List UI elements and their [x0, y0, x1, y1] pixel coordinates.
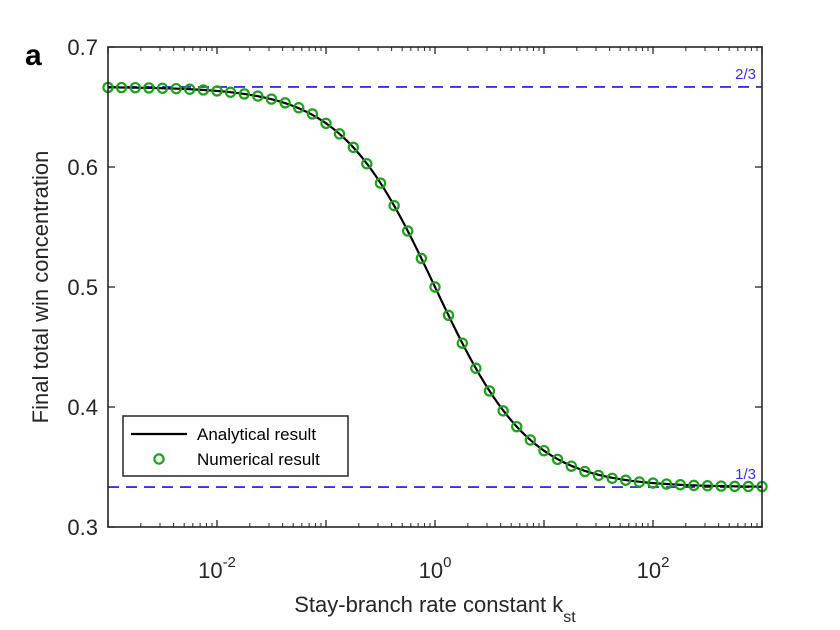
- numerical-result-point: [660, 478, 673, 490]
- numerical-result-point: [184, 83, 196, 95]
- numerical-result-point: [252, 90, 264, 102]
- numerical-result-point: [442, 309, 455, 322]
- numerical-result-point: [715, 480, 727, 492]
- legend-numerical-swatch: [153, 453, 165, 465]
- numerical-result-point: [156, 82, 169, 94]
- plot-area: 2/3 1/3: [102, 66, 768, 493]
- numerical-result-point: [129, 81, 141, 94]
- x-tick-label-exponent: -2: [223, 554, 236, 571]
- x-tick-label: 102: [637, 554, 670, 583]
- numerical-result-point: [238, 88, 250, 100]
- numerical-result-point: [374, 177, 387, 189]
- numerical-result-point: [402, 225, 414, 237]
- analytical-result-line: [107, 86, 763, 488]
- x-tick-label: 10-2: [198, 554, 236, 583]
- numerical-result-point: [701, 480, 714, 492]
- legend-analytical-label: Analytical result: [197, 425, 316, 444]
- numerical-result-point: [306, 108, 319, 120]
- numerical-result-point: [470, 362, 482, 374]
- axes: 0.30.40.50.60.710-2 100 102: [67, 35, 763, 583]
- y-tick-label: 0.4: [67, 395, 98, 420]
- numerical-result-point: [688, 479, 700, 492]
- numerical-result-point: [551, 453, 564, 466]
- y-tick-label: 0.7: [67, 35, 98, 60]
- numerical-result-point: [497, 405, 509, 417]
- numerical-result-point: [333, 128, 346, 140]
- legend-numerical-label: Numerical result: [197, 450, 320, 469]
- panel-label: a: [25, 39, 42, 72]
- numerical-result-point: [633, 476, 646, 488]
- numerical-result-point: [511, 420, 523, 433]
- numerical-result-point: [197, 84, 210, 96]
- numerical-result-point: [483, 385, 496, 397]
- numerical-result-point: [143, 82, 155, 94]
- numerical-result-point: [592, 469, 605, 482]
- reference-line-label-2: 1/3: [735, 466, 756, 483]
- numerical-result-point: [524, 434, 537, 446]
- numerical-result-point: [429, 281, 441, 293]
- x-axis-label-main: Stay-branch rate constant k: [294, 592, 564, 617]
- y-tick-label: 0.6: [67, 155, 98, 180]
- numerical-result-point: [388, 199, 400, 212]
- y-tick-label: 0.5: [67, 275, 98, 300]
- numerical-result-point: [647, 477, 659, 489]
- x-axis-label-subscript: st: [563, 609, 576, 626]
- numerical-result-point: [456, 337, 468, 349]
- numerical-result-point: [361, 158, 373, 170]
- numerical-result-point: [742, 480, 755, 493]
- x-tick-label: 100: [419, 554, 452, 583]
- numerical-result-point: [729, 480, 741, 493]
- numerical-result-point: [606, 472, 618, 484]
- numerical-result-point: [620, 474, 632, 486]
- numerical-result-point: [565, 460, 577, 472]
- y-tick-label: 0.3: [67, 515, 98, 540]
- numerical-result-point: [674, 479, 686, 491]
- legend-box: [122, 415, 349, 477]
- legend: Analytical result Numerical result: [122, 415, 349, 477]
- y-axis-label: Final total win concentration: [28, 151, 53, 424]
- numerical-result-point: [415, 252, 428, 265]
- numerical-result-point: [320, 117, 332, 130]
- x-axis-label: Stay-branch rate constant kst: [294, 592, 576, 626]
- numerical-result-point: [115, 81, 128, 94]
- numerical-result-point: [265, 93, 278, 105]
- x-tick-label-base: 10: [419, 558, 443, 583]
- numerical-result-point: [279, 97, 291, 109]
- numerical-result-point: [538, 444, 550, 457]
- numerical-result-point: [211, 85, 223, 97]
- x-tick-label-base: 10: [198, 558, 222, 583]
- x-tick-label-base: 10: [637, 558, 661, 583]
- numerical-result-point: [170, 82, 182, 95]
- reference-line-label-1: 2/3: [735, 66, 756, 83]
- x-tick-label-exponent: 0: [443, 554, 451, 571]
- numerical-result-point: [293, 102, 305, 114]
- numerical-result-point: [224, 86, 237, 98]
- numerical-result-point: [347, 141, 359, 154]
- x-tick-label-exponent: 2: [661, 554, 669, 571]
- numerical-result-point: [579, 465, 591, 478]
